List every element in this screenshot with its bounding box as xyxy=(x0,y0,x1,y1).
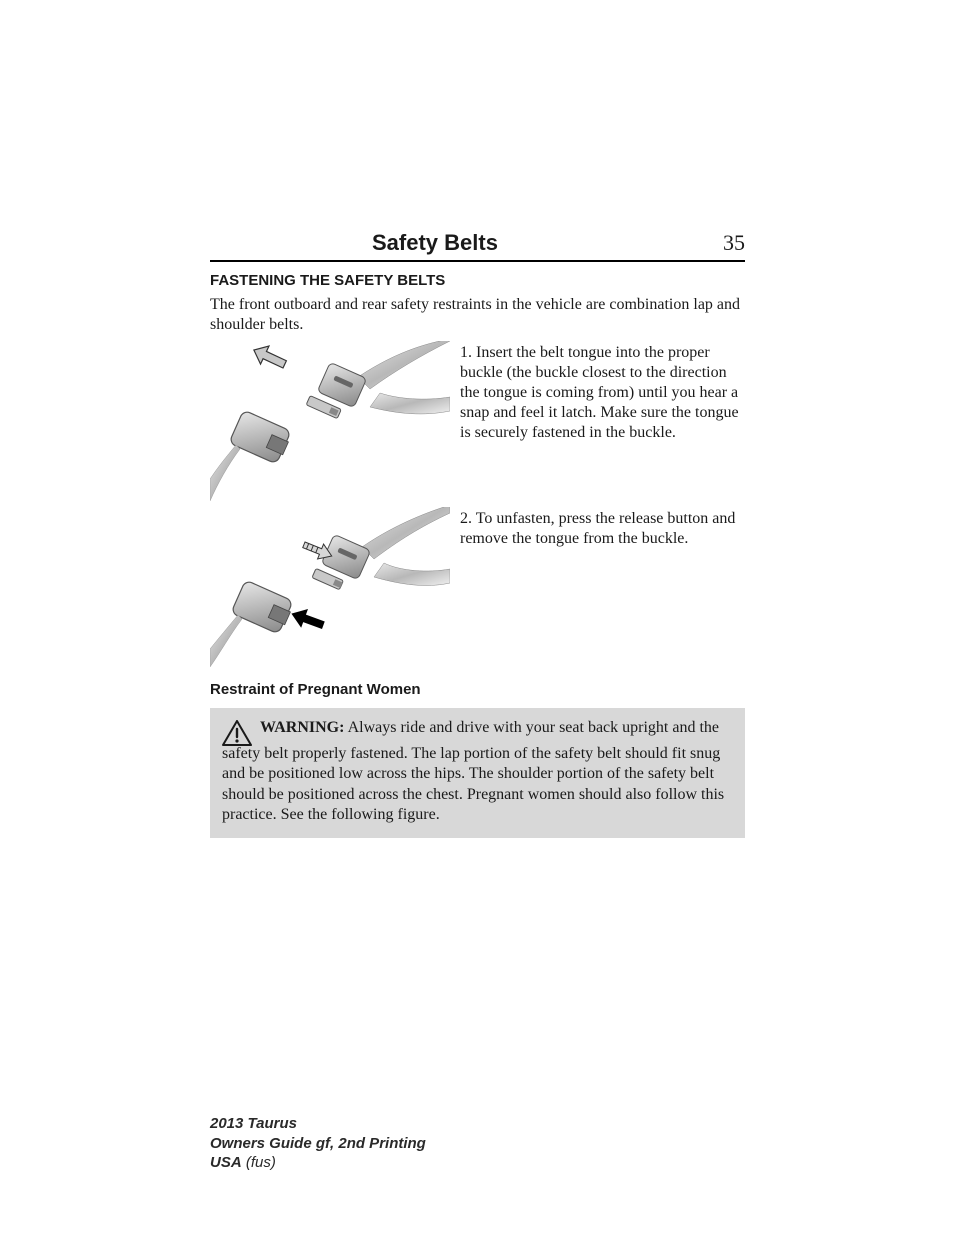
header-title: Safety Belts xyxy=(372,230,498,256)
warning-triangle-icon xyxy=(222,720,252,746)
figure-row-unfasten: 2. To unfasten, press the release button… xyxy=(210,507,745,667)
step1-text: 1. Insert the belt tongue into the prope… xyxy=(460,341,745,443)
content-column: Safety Belts 35 FASTENING THE SAFETY BEL… xyxy=(210,230,745,838)
footer-line3a: USA xyxy=(210,1154,242,1171)
page-number: 35 xyxy=(723,230,745,256)
section-heading: FASTENING THE SAFETY BELTS xyxy=(210,272,745,289)
footer: 2013 Taurus Owners Guide gf, 2nd Printin… xyxy=(210,1114,745,1173)
page: Safety Belts 35 FASTENING THE SAFETY BEL… xyxy=(0,0,954,1235)
warning-box: WARNING: Always ride and drive with your… xyxy=(210,708,745,838)
step2-text: 2. To unfasten, press the release button… xyxy=(460,507,745,549)
unfasten-illustration xyxy=(210,507,450,667)
footer-line1: 2013 Taurus xyxy=(210,1114,745,1134)
footer-line2: Owners Guide gf, 2nd Printing xyxy=(210,1134,745,1154)
seatbelt-fasten-icon xyxy=(210,341,450,501)
warning-label: WARNING: xyxy=(260,719,344,736)
figure-row-fasten: 1. Insert the belt tongue into the prope… xyxy=(210,341,745,501)
fasten-illustration xyxy=(210,341,450,501)
footer-line3b: (fus) xyxy=(242,1154,276,1171)
seatbelt-unfasten-icon xyxy=(210,507,450,667)
page-header: Safety Belts 35 xyxy=(210,230,745,262)
intro-paragraph: The front outboard and rear safety restr… xyxy=(210,295,745,335)
footer-line3: USA (fus) xyxy=(210,1153,745,1173)
subsection-heading: Restraint of Pregnant Women xyxy=(210,681,745,698)
